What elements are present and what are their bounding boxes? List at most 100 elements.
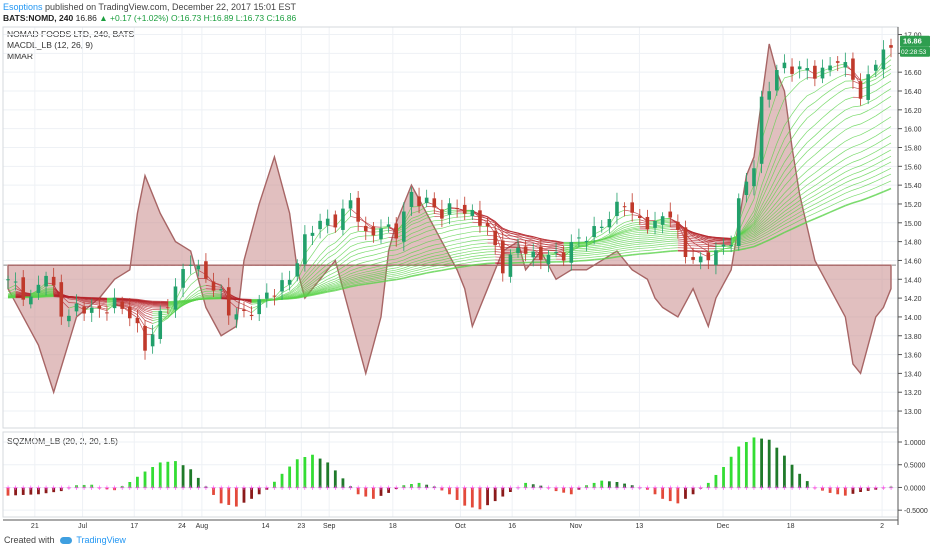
ma-line-segment xyxy=(472,263,481,266)
ma-line-segment xyxy=(304,277,313,285)
squeeze-dot: + xyxy=(660,484,666,492)
squeeze-bar xyxy=(387,487,391,493)
ma-line-segment xyxy=(426,248,435,252)
ma-line-segment xyxy=(784,150,793,163)
ma-line-segment xyxy=(487,220,496,224)
ma-line-segment xyxy=(281,294,290,298)
ma-line-segment xyxy=(768,196,778,208)
ma-line-segment xyxy=(616,241,625,245)
ma-line-segment xyxy=(586,245,595,247)
ma-line-segment xyxy=(776,138,785,157)
ma-line-segment xyxy=(708,236,716,238)
candle-body xyxy=(127,306,132,319)
ma-line-segment xyxy=(312,277,321,284)
ma-line-segment xyxy=(510,232,519,235)
ma-line-segment xyxy=(822,81,831,87)
ma-line-segment xyxy=(327,242,336,248)
ma-line-segment xyxy=(418,217,427,223)
ma-line-segment xyxy=(594,251,602,254)
ma-line-segment xyxy=(403,259,412,264)
ma-line-segment xyxy=(761,239,770,245)
squeeze-bar xyxy=(851,487,855,494)
ma-line-segment xyxy=(776,231,785,237)
ma-line-segment xyxy=(791,190,800,198)
ma-line-segment xyxy=(388,258,397,261)
ma-line-segment xyxy=(753,213,762,226)
ma-line-segment xyxy=(883,88,892,94)
ma-line-segment xyxy=(350,258,359,263)
ma-line-segment xyxy=(837,182,846,188)
ma-line-segment xyxy=(845,195,854,200)
squeeze-bar xyxy=(14,487,18,496)
ma-line-segment xyxy=(822,161,831,168)
squeeze-dot: + xyxy=(127,484,133,492)
squeeze-dot: + xyxy=(378,484,384,492)
ma-line-segment xyxy=(601,235,610,240)
ma-line-segment xyxy=(814,204,823,209)
ma-line-segment xyxy=(799,77,808,83)
ma-line-segment xyxy=(776,185,785,197)
candle-body xyxy=(257,299,261,315)
ma-line-segment xyxy=(418,265,427,269)
ma-line-segment xyxy=(7,288,16,293)
ma-line-segment xyxy=(784,219,793,225)
ma-line-segment xyxy=(396,275,404,278)
ma-line-segment xyxy=(457,262,465,265)
ma-line-segment xyxy=(297,283,306,292)
ma-line-segment xyxy=(449,228,458,232)
squeeze-bar xyxy=(128,482,132,488)
ma-line-segment xyxy=(297,291,306,296)
squeeze-dot: + xyxy=(507,484,513,492)
ma-line-segment xyxy=(799,178,808,186)
ma-line-segment xyxy=(99,301,108,304)
ma-line-segment xyxy=(829,186,838,192)
ma-line-segment xyxy=(860,139,869,145)
squeeze-dot: + xyxy=(546,484,552,492)
ma-line-segment xyxy=(692,242,701,248)
ma-line-segment xyxy=(464,258,473,261)
ma-line-segment xyxy=(464,215,473,218)
ma-line-segment xyxy=(616,225,625,230)
ma-line-segment xyxy=(784,90,793,100)
ma-line-segment xyxy=(396,277,404,281)
ma-line-segment xyxy=(875,100,884,107)
ma-line-segment xyxy=(411,230,420,234)
ma-line-segment xyxy=(829,155,838,162)
ma-line-segment xyxy=(769,220,778,227)
ma-line-segment xyxy=(837,171,846,177)
ma-line-segment xyxy=(510,235,519,238)
ma-line-segment xyxy=(822,211,831,217)
ma-line-segment xyxy=(441,236,450,240)
ma-line-segment xyxy=(799,207,808,213)
ma-line-segment xyxy=(319,252,328,262)
ma-line-segment xyxy=(380,250,389,254)
ma-line-segment xyxy=(753,230,762,237)
ma-line-segment xyxy=(791,70,800,77)
ma-line-segment xyxy=(358,271,366,275)
squeeze-bar xyxy=(59,487,63,492)
ma-line-segment xyxy=(791,212,800,218)
ma-line-segment xyxy=(647,251,656,255)
ma-line-segment xyxy=(540,241,549,243)
squeeze-dot: + xyxy=(515,484,521,492)
ma-line-segment xyxy=(609,253,618,256)
squeeze-bar xyxy=(585,485,588,488)
ma-line-segment xyxy=(761,191,770,207)
candle-body xyxy=(638,216,642,218)
ma-line-segment xyxy=(776,161,785,177)
x-tick-label: Aug xyxy=(196,523,209,530)
squeeze-bar xyxy=(410,484,413,488)
author-link[interactable]: Esoptions xyxy=(3,2,43,12)
ma-line-segment xyxy=(335,258,344,265)
ma-line-segment xyxy=(319,271,328,278)
candle-body xyxy=(310,232,315,236)
ma-line-segment xyxy=(654,245,663,248)
ma-line-segment xyxy=(411,267,420,271)
ma-line-segment xyxy=(822,195,831,201)
ma-line-segment xyxy=(517,239,526,241)
ma-line-segment xyxy=(358,256,366,260)
tradingview-link[interactable]: TradingView xyxy=(76,535,126,545)
candle-body xyxy=(721,244,726,247)
squeeze-bar xyxy=(82,484,86,488)
